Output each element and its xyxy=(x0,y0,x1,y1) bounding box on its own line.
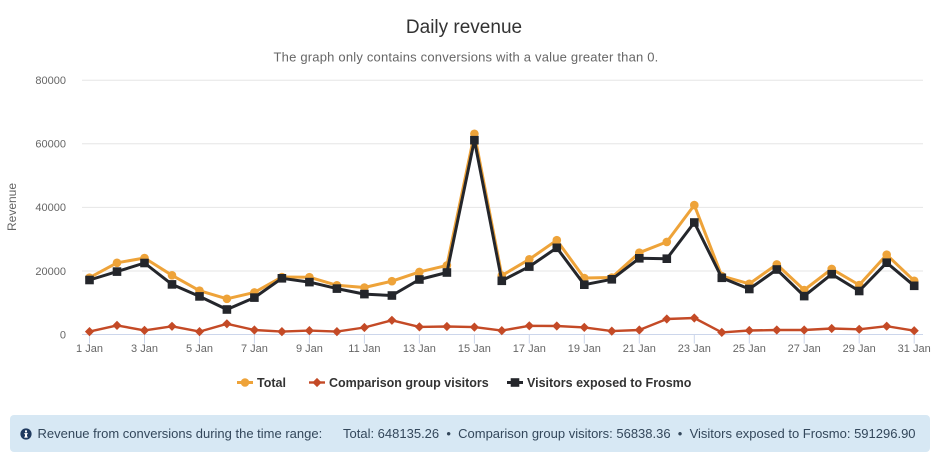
svg-text:0: 0 xyxy=(60,329,66,341)
svg-text:19 Jan: 19 Jan xyxy=(568,343,601,355)
svg-text:Daily revenue: Daily revenue xyxy=(406,17,522,38)
svg-text:Visitors exposed to Frosmo: Visitors exposed to Frosmo xyxy=(527,376,692,390)
svg-text:40000: 40000 xyxy=(35,202,66,214)
svg-text:Total: Total xyxy=(257,376,286,390)
svg-text:23 Jan: 23 Jan xyxy=(678,343,711,355)
svg-text:Comparison group visitors: Comparison group visitors xyxy=(329,376,489,390)
svg-text:20000: 20000 xyxy=(35,266,66,278)
svg-text:13 Jan: 13 Jan xyxy=(403,343,436,355)
svg-text:7 Jan: 7 Jan xyxy=(241,343,268,355)
svg-text:Revenue: Revenue xyxy=(5,183,19,231)
svg-text:25 Jan: 25 Jan xyxy=(733,343,766,355)
svg-text:21 Jan: 21 Jan xyxy=(623,343,656,355)
svg-text:9 Jan: 9 Jan xyxy=(296,343,323,355)
svg-text:15 Jan: 15 Jan xyxy=(458,343,491,355)
svg-text:60000: 60000 xyxy=(35,139,66,151)
svg-text:80000: 80000 xyxy=(35,75,66,87)
svg-text:The graph only contains conver: The graph only contains conversions with… xyxy=(274,50,659,65)
svg-text:1 Jan: 1 Jan xyxy=(76,343,103,355)
svg-text:29 Jan: 29 Jan xyxy=(843,343,876,355)
svg-text:11 Jan: 11 Jan xyxy=(348,343,380,355)
svg-text:5 Jan: 5 Jan xyxy=(186,343,213,355)
svg-text:27 Jan: 27 Jan xyxy=(788,343,821,355)
svg-text:3 Jan: 3 Jan xyxy=(131,343,158,355)
svg-text:31 Jan: 31 Jan xyxy=(898,343,931,355)
svg-text:17 Jan: 17 Jan xyxy=(513,343,546,355)
